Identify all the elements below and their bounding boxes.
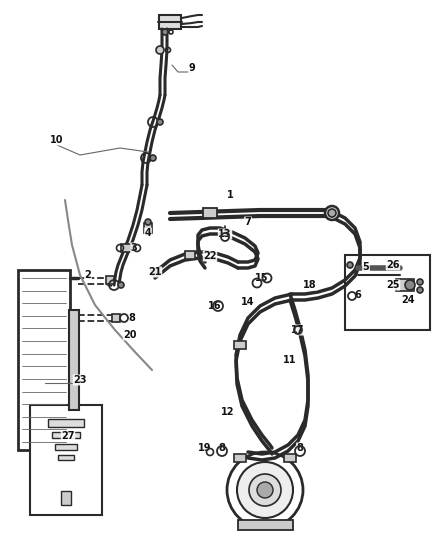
Text: 20: 20 (123, 330, 137, 340)
Text: 4: 4 (145, 228, 152, 238)
Circle shape (162, 29, 168, 35)
Text: 1: 1 (226, 190, 233, 200)
Bar (237, 520, 293, 530)
Bar (203, 208, 217, 218)
Bar (55, 444, 77, 450)
Text: 8: 8 (219, 443, 226, 453)
Text: 23: 23 (73, 375, 87, 385)
Bar (106, 276, 114, 284)
Bar (48, 419, 84, 427)
Text: 8: 8 (297, 443, 304, 453)
Circle shape (347, 262, 353, 268)
Bar (234, 454, 246, 462)
Circle shape (328, 209, 336, 217)
Bar (151, 269, 159, 275)
Text: 26: 26 (386, 260, 400, 270)
Bar (112, 314, 120, 322)
Bar (52, 432, 80, 438)
Circle shape (417, 287, 423, 293)
Text: 15: 15 (255, 273, 269, 283)
Bar (185, 251, 195, 259)
Text: 9: 9 (189, 63, 195, 73)
Text: 13: 13 (218, 229, 232, 239)
Circle shape (157, 119, 163, 125)
Text: 12: 12 (221, 407, 235, 417)
Text: 6: 6 (355, 290, 361, 300)
Ellipse shape (56, 475, 76, 485)
Bar (58, 455, 74, 459)
Circle shape (227, 452, 303, 528)
Circle shape (405, 280, 415, 290)
Circle shape (156, 46, 164, 54)
Bar (159, 15, 181, 29)
Text: 17: 17 (291, 325, 305, 335)
Circle shape (237, 462, 293, 518)
Bar (69, 310, 79, 410)
Text: 5: 5 (363, 262, 369, 272)
Bar (396, 279, 414, 291)
Text: 11: 11 (283, 355, 297, 365)
Text: 3: 3 (131, 243, 138, 253)
Text: 14: 14 (241, 297, 255, 307)
Circle shape (145, 219, 151, 225)
Text: 24: 24 (401, 295, 415, 305)
Bar (234, 341, 246, 349)
Bar (61, 491, 71, 505)
Text: 10: 10 (50, 135, 64, 145)
Text: 19: 19 (198, 443, 212, 453)
Bar (284, 454, 296, 462)
Circle shape (118, 282, 124, 288)
Circle shape (249, 474, 281, 506)
Text: 21: 21 (148, 267, 162, 277)
Circle shape (257, 482, 273, 498)
Circle shape (150, 155, 156, 161)
Text: 18: 18 (303, 280, 317, 290)
Text: 8: 8 (129, 313, 135, 323)
Text: 7: 7 (245, 217, 251, 227)
Circle shape (325, 206, 339, 220)
Bar (30, 405, 102, 515)
Bar (345, 255, 430, 330)
Text: 27: 27 (61, 431, 75, 441)
Text: 22: 22 (203, 251, 217, 261)
Text: 25: 25 (386, 280, 400, 290)
Bar (144, 223, 152, 233)
Bar (121, 244, 131, 252)
Text: 2: 2 (85, 270, 92, 280)
Circle shape (417, 279, 423, 285)
Bar (18, 270, 70, 450)
Text: 16: 16 (208, 301, 222, 311)
